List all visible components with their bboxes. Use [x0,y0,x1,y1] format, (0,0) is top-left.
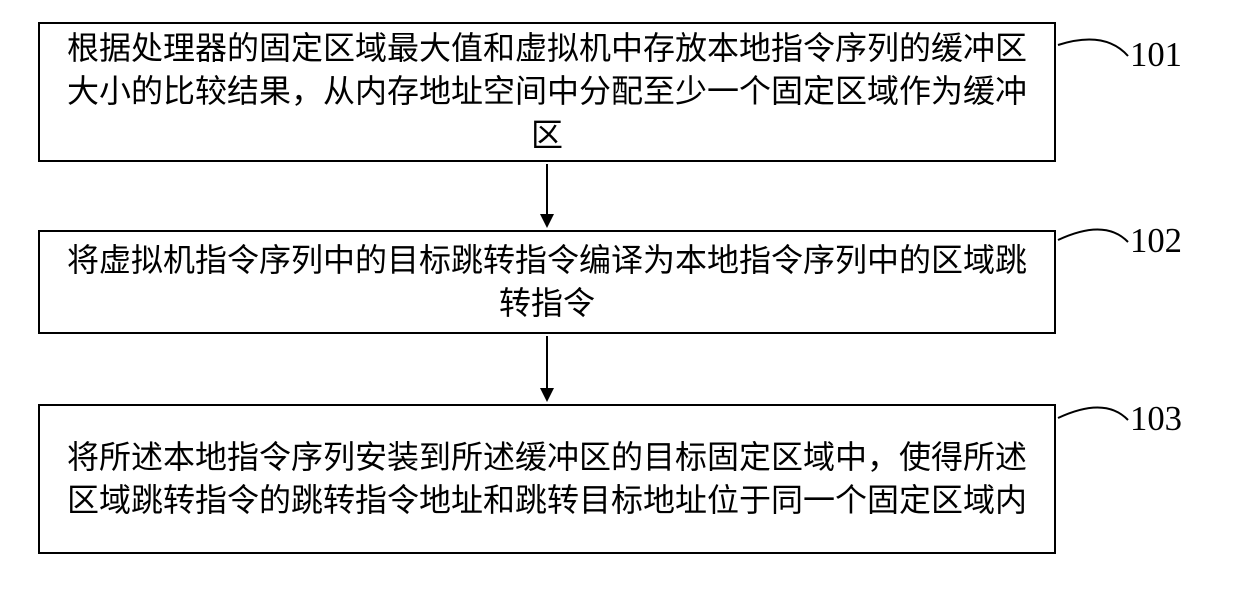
connector-path [1058,407,1128,420]
flowchart-canvas: 根据处理器的固定区域最大值和虚拟机中存放本地指令序列的缓冲区大小的比较结果，从内… [0,0,1240,597]
label-connector-3 [0,0,1240,597]
